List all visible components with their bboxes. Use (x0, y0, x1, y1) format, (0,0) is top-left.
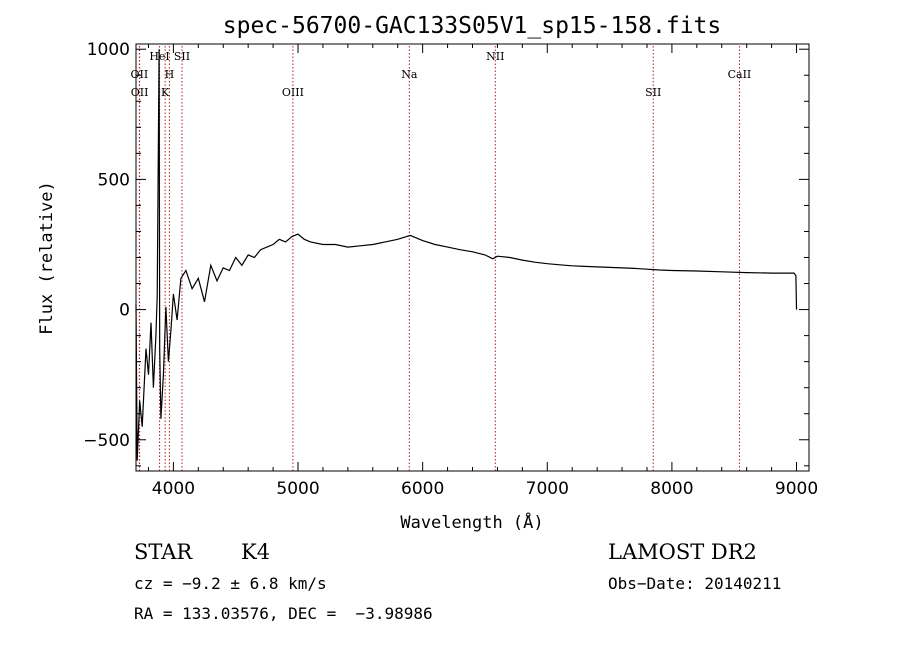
object-subclass: K4 (241, 540, 271, 564)
emission-line-markers (138, 46, 740, 471)
coordinates: RA = 133.03576, DEC = −3.98986 (134, 604, 433, 623)
x-tick-label: 7000 (526, 479, 569, 499)
object-class: STAR (134, 540, 193, 564)
spectrum-line (135, 49, 798, 461)
x-tick-label: 9000 (775, 479, 818, 499)
line-label-sii: SII (645, 86, 661, 99)
y-tick-label: 500 (98, 170, 130, 190)
line-label-oii: OII (131, 68, 149, 81)
redshift-velocity: cz = −9.2 ± 6.8 km/s (134, 574, 327, 593)
x-tick-label: 8000 (650, 479, 693, 499)
y-axis: −500 0 500 1000 (83, 40, 809, 467)
x-axis: 4000 5000 6000 7000 8000 9000 (147, 44, 818, 499)
survey-name: LAMOST DR2 (608, 540, 757, 564)
observation-date: Obs−Date: 20140211 (608, 574, 782, 593)
line-label-na: Na (401, 68, 418, 81)
chart-title: spec-56700-GAC133S05V1_sp15-158.fits (223, 13, 722, 39)
x-tick-label: 6000 (401, 479, 444, 499)
line-label-oiii: OIII (282, 86, 304, 99)
y-tick-label: 0 (119, 301, 130, 321)
y-tick-label: 1000 (87, 40, 130, 60)
line-label-k: K (161, 86, 170, 99)
y-axis-label: Flux (relative) (37, 181, 57, 335)
line-label-caii: CaII (728, 68, 752, 81)
line-label-nii: NII (486, 50, 504, 63)
line-label-oii: OII (131, 86, 149, 99)
line-label-sii: SII (174, 50, 190, 63)
x-axis-label: Wavelength (Å) (400, 511, 543, 533)
x-tick-label: 4000 (152, 479, 195, 499)
plot-frame (135, 43, 810, 472)
y-tick-label: −500 (83, 431, 130, 451)
x-tick-label: 5000 (276, 479, 319, 499)
line-label-h: H (165, 68, 175, 81)
